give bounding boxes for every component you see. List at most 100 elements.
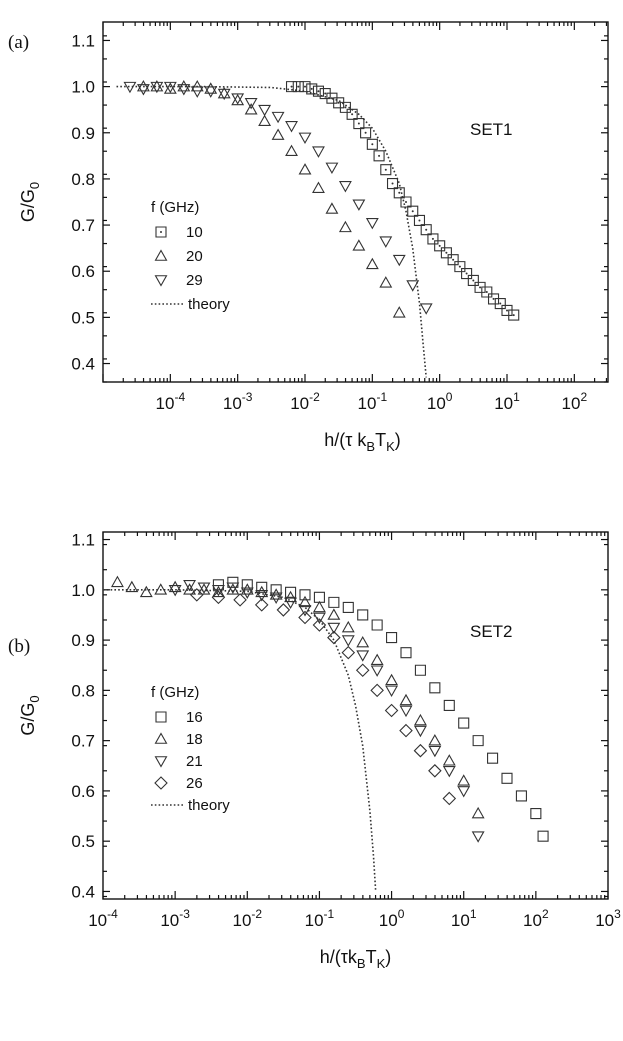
panel-label: (b) xyxy=(8,636,30,657)
data-point xyxy=(360,127,372,139)
x-axis-title: h/(τkBTK) xyxy=(320,947,391,971)
data-point xyxy=(312,85,325,97)
data-point xyxy=(471,831,485,843)
data-point xyxy=(501,304,513,317)
data-point xyxy=(356,635,370,648)
data-point xyxy=(442,766,456,778)
data-point xyxy=(508,309,520,321)
data-point xyxy=(240,587,254,599)
data-point xyxy=(204,82,218,94)
x-tick-label: 10-2 xyxy=(290,390,320,413)
data-point xyxy=(312,600,326,613)
data-point xyxy=(373,150,385,162)
legend-title: f (GHz) xyxy=(151,684,199,701)
data-point xyxy=(427,233,439,245)
legend-marker xyxy=(154,275,168,287)
data-point xyxy=(379,236,393,248)
data-point xyxy=(428,745,442,758)
legend-label: 29 xyxy=(186,272,203,289)
data-point xyxy=(467,274,479,287)
data-point xyxy=(447,254,459,266)
x-tick-label: 102 xyxy=(523,907,549,930)
data-point xyxy=(197,583,211,595)
y-tick-label: 0.6 xyxy=(71,782,95,801)
data-point xyxy=(154,583,168,595)
data-point xyxy=(240,583,254,595)
data-point xyxy=(319,87,331,100)
legend-label: 18 xyxy=(186,731,203,748)
data-point xyxy=(457,774,471,786)
data-point xyxy=(197,582,211,594)
data-point xyxy=(325,162,339,175)
x-tick-label: 103 xyxy=(595,907,621,930)
data-point xyxy=(139,585,153,598)
x-tick-label: 10-2 xyxy=(232,907,262,930)
legend-marker xyxy=(154,732,168,744)
data-point xyxy=(355,663,370,678)
legend-marker xyxy=(154,249,168,261)
data-point xyxy=(371,619,383,631)
data-point xyxy=(177,79,191,92)
series-18 xyxy=(110,575,485,819)
data-point xyxy=(353,117,365,130)
data-point xyxy=(255,585,269,598)
x-tick-label: 101 xyxy=(494,390,520,413)
data-point xyxy=(399,705,413,718)
y-axis-title: G/G0 xyxy=(18,182,42,222)
y-tick-label: 0.8 xyxy=(71,170,95,189)
series-26 xyxy=(190,588,457,806)
theory-curve xyxy=(116,85,427,378)
data-point xyxy=(338,181,352,193)
data-point xyxy=(457,786,471,798)
data-point xyxy=(306,83,318,95)
data-point xyxy=(442,791,457,806)
y-tick-label: 0.7 xyxy=(71,216,95,235)
data-point xyxy=(341,645,356,660)
legend-label: theory xyxy=(188,797,230,814)
series-21 xyxy=(168,579,485,843)
data-point xyxy=(226,583,240,595)
x-tick-label: 102 xyxy=(562,390,588,413)
data-point xyxy=(356,650,370,662)
data-point xyxy=(325,202,339,214)
y-tick-label: 0.8 xyxy=(71,681,95,700)
data-point xyxy=(136,79,150,92)
data-point xyxy=(244,97,258,110)
data-point xyxy=(312,146,325,158)
y-tick-label: 0.9 xyxy=(71,631,95,650)
data-point xyxy=(233,593,247,607)
data-point xyxy=(177,84,191,96)
data-point xyxy=(487,752,499,764)
data-point xyxy=(370,683,384,698)
data-point xyxy=(380,164,392,176)
data-point xyxy=(365,217,379,230)
data-point xyxy=(341,620,355,633)
y-tick-label: 0.9 xyxy=(71,124,95,143)
data-point xyxy=(472,735,484,747)
data-point xyxy=(183,583,197,595)
data-point xyxy=(440,247,452,259)
data-point xyxy=(211,585,225,598)
y-tick-label: 0.5 xyxy=(71,308,95,327)
y-tick-label: 0.4 xyxy=(71,355,95,374)
y-tick-label: 0.6 xyxy=(71,262,95,281)
data-point xyxy=(255,590,269,602)
data-point xyxy=(328,596,340,608)
legend-label: 20 xyxy=(186,248,203,265)
data-point xyxy=(217,86,231,99)
data-point xyxy=(312,618,327,632)
data-point xyxy=(385,673,399,686)
data-point xyxy=(183,579,197,592)
legend-label: theory xyxy=(188,296,230,313)
data-point xyxy=(226,582,240,594)
x-tick-label: 10-3 xyxy=(223,390,253,413)
data-point xyxy=(299,81,311,93)
data-point xyxy=(231,93,245,105)
legend-label: 26 xyxy=(186,775,203,792)
data-point xyxy=(420,224,432,236)
data-point xyxy=(386,632,398,644)
data-point xyxy=(269,588,283,600)
data-point xyxy=(392,306,406,318)
data-point xyxy=(204,86,218,98)
data-point xyxy=(454,261,466,273)
